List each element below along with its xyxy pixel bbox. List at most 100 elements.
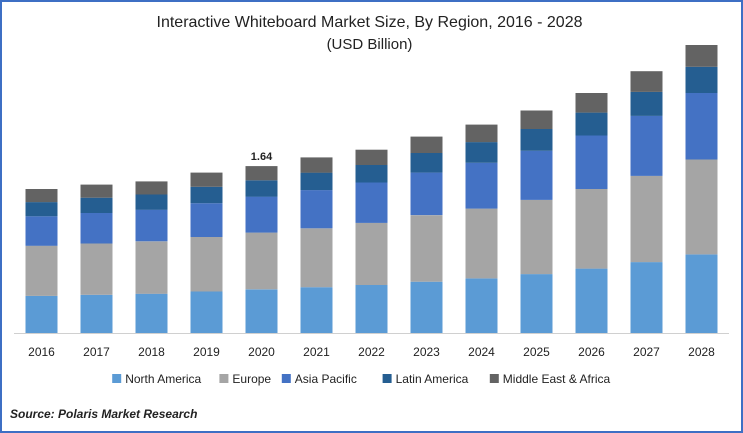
bar-2028-seg-0	[685, 254, 718, 333]
legend-label: Europe	[232, 372, 271, 386]
bar-2021-seg-2	[300, 190, 333, 229]
bar-2020-seg-2	[245, 196, 278, 233]
bar-2026-seg-1	[575, 189, 608, 269]
bar-2027-seg-2	[630, 115, 663, 176]
bar-2024-seg-0	[465, 278, 498, 333]
bar-2019-seg-0	[190, 291, 223, 333]
bar-2020-seg-3	[245, 180, 278, 197]
bar-2020-seg-4	[245, 166, 278, 181]
bar-2021-seg-3	[300, 172, 333, 191]
x-tick-label: 2021	[303, 345, 330, 359]
legend-swatch	[112, 374, 122, 383]
bar-2022-seg-3	[355, 165, 388, 183]
bar-2025-seg-4	[520, 110, 553, 129]
legend-swatch	[219, 374, 229, 383]
legend-item: North America	[112, 372, 202, 386]
legend-label: Middle East & Africa	[503, 372, 611, 386]
bar-2021-seg-0	[300, 287, 333, 333]
legend-label: Latin America	[396, 372, 469, 386]
bar-2025-seg-0	[520, 274, 553, 333]
legend: North America Europe Asia Pacific Latin Ame…	[112, 372, 611, 386]
bar-2025-seg-3	[520, 129, 553, 151]
x-tick-label: 2020	[248, 345, 275, 359]
bar-2016-seg-4	[25, 189, 58, 203]
legend-item: Asia Pacific	[281, 372, 357, 386]
x-tick-label: 2028	[688, 345, 715, 359]
bar-2021-seg-4	[300, 157, 333, 173]
x-tick-label: 2026	[578, 345, 605, 359]
source-note: Source: Polaris Market Research	[10, 407, 198, 421]
data-label: 1.64	[251, 151, 273, 163]
bar-2024-seg-3	[465, 142, 498, 163]
bar-2016-seg-3	[25, 202, 58, 217]
bar-2018-seg-0	[135, 293, 168, 333]
bar-2025-seg-2	[520, 150, 553, 200]
legend-swatch	[489, 374, 499, 383]
bar-2023-seg-1	[410, 215, 443, 282]
bar-2028-seg-3	[685, 66, 718, 93]
bar-2024-seg-2	[465, 162, 498, 209]
legend-label: Asia Pacific	[295, 372, 357, 386]
legend-label: North America	[125, 372, 201, 386]
bar-2020-seg-1	[245, 232, 278, 290]
legend-item: Europe	[219, 372, 271, 386]
legend-swatch	[382, 374, 392, 383]
bar-2017-seg-3	[80, 197, 113, 213]
x-tick-label: 2019	[193, 345, 220, 359]
chart-subtitle: (USD Billion)	[326, 36, 413, 53]
bar-2019-seg-2	[190, 203, 223, 237]
bar-2019-seg-4	[190, 172, 223, 187]
bar-2018-seg-2	[135, 209, 168, 242]
bar-2024-seg-1	[465, 208, 498, 279]
legend-item: Latin America	[382, 372, 469, 386]
bar-2019-seg-3	[190, 186, 223, 204]
bar-2027-seg-0	[630, 262, 663, 333]
bar-2026-seg-4	[575, 93, 608, 113]
bar-2028-seg-4	[685, 45, 718, 67]
bar-2017-seg-4	[80, 184, 113, 198]
x-tick-label: 2017	[83, 345, 110, 359]
bar-2026-seg-3	[575, 112, 608, 136]
x-tick-label: 2024	[468, 345, 495, 359]
bar-2018-seg-4	[135, 181, 168, 195]
bar-2022-seg-1	[355, 222, 388, 285]
bar-2022-seg-4	[355, 149, 388, 165]
bar-2027-seg-4	[630, 71, 663, 92]
bar-2016-seg-1	[25, 245, 58, 296]
bar-2027-seg-1	[630, 175, 663, 263]
bar-2023-seg-2	[410, 172, 443, 216]
bar-2023-seg-3	[410, 153, 443, 173]
bar-2018-seg-3	[135, 194, 168, 210]
bar-2028-seg-2	[685, 93, 718, 160]
bar-2017-seg-1	[80, 243, 113, 295]
bar-2019-seg-1	[190, 237, 223, 292]
bar-2021-seg-1	[300, 228, 333, 288]
bar-2017-seg-0	[80, 294, 113, 333]
x-tick-labels: 2016 2017 2018 2019 2020 2021 2022 2023 2024 2025…	[28, 345, 715, 359]
legend-item: Middle East & Africa	[489, 372, 611, 386]
bar-2017-seg-2	[80, 213, 113, 244]
bar-2026-seg-0	[575, 268, 608, 333]
x-tick-label: 2018	[138, 345, 165, 359]
x-tick-label: 2016	[28, 345, 55, 359]
chart-title: Interactive Whiteboard Market Size, By R…	[156, 14, 583, 31]
bar-2022-seg-2	[355, 182, 388, 223]
annotations-layer: 1.64	[251, 151, 273, 163]
legend-swatch	[281, 374, 291, 383]
x-tick-label: 2027	[633, 345, 660, 359]
bar-2020-seg-0	[245, 289, 278, 333]
bar-2028-seg-1	[685, 159, 718, 255]
bar-2016-seg-2	[25, 216, 58, 246]
bar-2022-seg-0	[355, 285, 388, 333]
x-tick-label: 2022	[358, 345, 385, 359]
x-tick-label: 2023	[413, 345, 440, 359]
bar-2024-seg-4	[465, 124, 498, 143]
bars-layer	[25, 45, 718, 333]
bar-2023-seg-0	[410, 281, 443, 333]
bar-2018-seg-1	[135, 241, 168, 294]
x-tick-label: 2025	[523, 345, 550, 359]
bar-2023-seg-4	[410, 136, 443, 153]
bar-2025-seg-1	[520, 199, 553, 275]
bar-2016-seg-0	[25, 295, 58, 333]
